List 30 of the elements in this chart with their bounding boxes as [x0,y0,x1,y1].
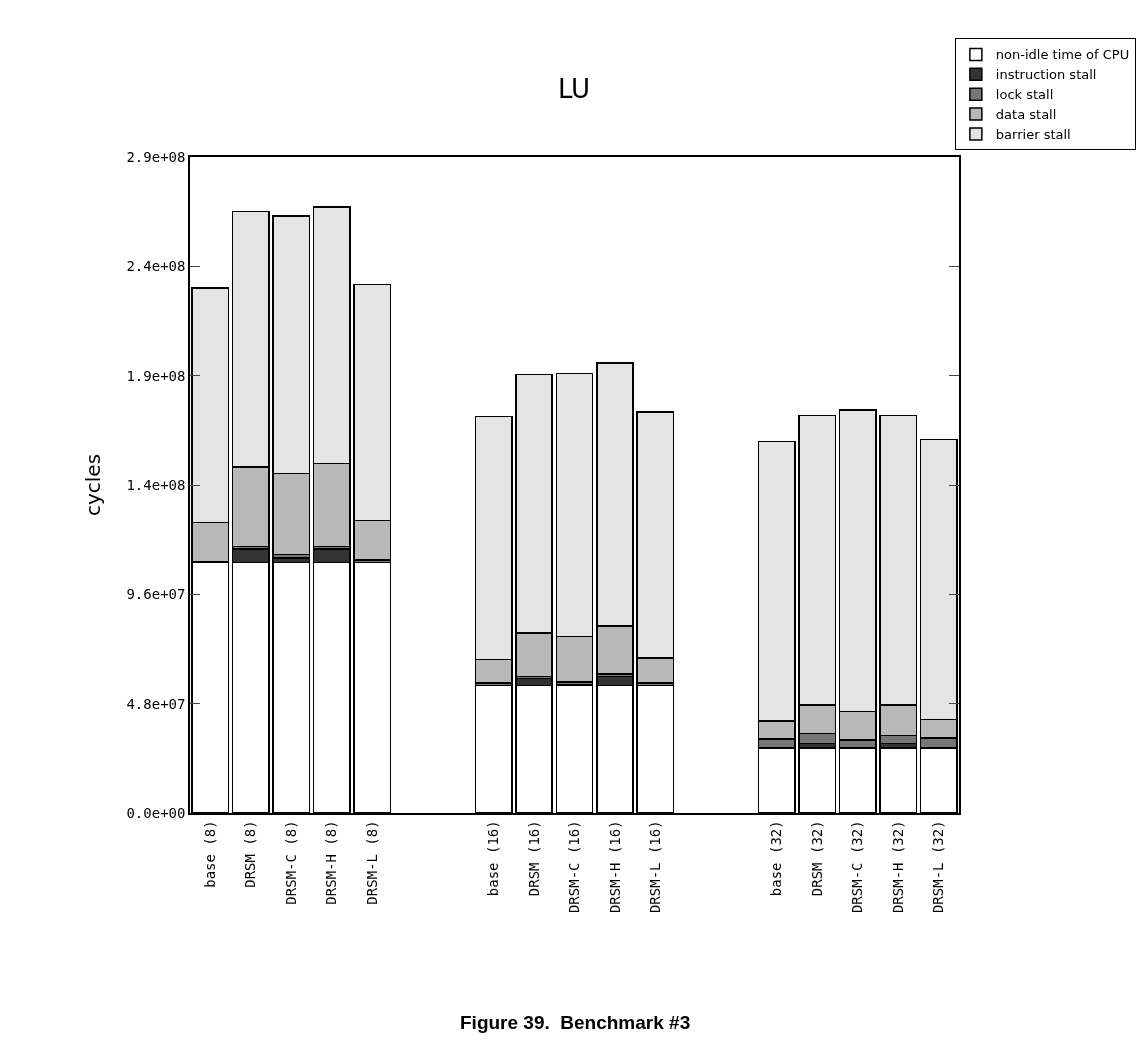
x-tick-label: DRSM (16) [525,820,542,897]
x-tick-label: DRSM-L (8) [363,820,380,905]
legend-label: lock stall [995,87,1054,103]
legend-label: barrier stall [995,127,1071,143]
x-tick-label: base (32) [768,820,785,897]
y-tick-label: 9.6e+07 [126,586,186,603]
y-tick-label: 2.4e+08 [126,258,186,275]
x-tick-label: DRSM-H (32) [889,820,906,914]
x-tick-label: DRSM-C (8) [282,820,299,905]
x-tick-label: DRSM-L (32) [930,820,947,914]
legend-label: instruction stall [995,67,1097,83]
x-tick-label: DRSM-C (16) [566,820,583,914]
y-axis-title: cycles [81,453,106,517]
legend-label: data stall [995,107,1057,123]
x-tick-label: base (8) [201,820,218,888]
x-tick-label: DRSM (8) [242,820,259,888]
legend-label: non-idle time of CPU [995,47,1130,63]
y-tick-label: 4.8e+07 [126,695,186,712]
y-tick-label: 2.9e+08 [126,148,186,165]
x-tick-label: DRSM-H (8) [323,820,340,905]
x-tick-label: DRSM-C (32) [849,820,866,914]
chart-title: LU [557,73,591,104]
y-tick-label: 1.9e+08 [126,367,186,384]
y-tick-label: 1.4e+08 [126,476,186,493]
y-tick-label: 0.0e+00 [126,804,186,821]
caption: Figure 39. Benchmark #3 [460,1012,691,1033]
x-tick-label: DRSM (32) [808,820,825,897]
x-tick-label: DRSM-L (16) [647,820,663,914]
x-tick-label: base (16) [485,820,502,897]
x-tick-label: DRSM-H (16) [606,820,623,914]
